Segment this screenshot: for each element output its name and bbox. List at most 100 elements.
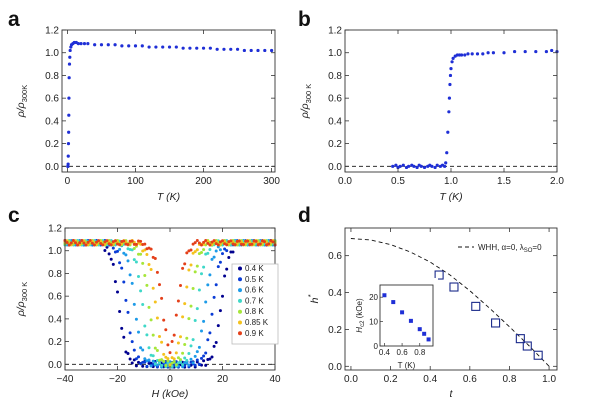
data-point	[147, 346, 151, 350]
data-point	[149, 247, 153, 251]
data-point	[181, 266, 185, 270]
data-point	[113, 239, 117, 243]
data-point	[218, 309, 222, 313]
data-point	[74, 241, 77, 245]
data-point	[120, 326, 124, 330]
data-point	[187, 363, 191, 367]
data-point	[204, 351, 208, 355]
data-point	[179, 283, 182, 287]
data-point	[256, 48, 260, 53]
y-tick-label: 0.2	[48, 337, 62, 348]
data-point	[67, 76, 71, 80]
data-point	[491, 51, 495, 55]
axes-frame	[344, 227, 558, 371]
data-point	[197, 345, 201, 349]
data-point	[197, 288, 201, 292]
data-point	[66, 154, 70, 158]
data-point	[208, 331, 212, 335]
data-point	[250, 242, 254, 246]
data-point	[106, 43, 110, 47]
data-point	[443, 164, 447, 168]
data-point	[202, 359, 206, 363]
data-point	[134, 242, 138, 246]
data-point	[208, 357, 212, 361]
data-point	[222, 47, 226, 51]
data-point	[221, 239, 224, 243]
data-point	[267, 242, 271, 246]
y-tick-label: 0.0	[328, 362, 342, 373]
data-point	[116, 249, 119, 253]
data-point	[166, 357, 170, 361]
x-tick-label: 1.5	[497, 176, 511, 187]
data-point	[466, 52, 470, 56]
data-point	[155, 316, 159, 320]
y-axis-label-sub: 300 K	[20, 282, 29, 302]
data-point	[158, 361, 161, 365]
inset-y-tick-label: 20	[369, 293, 378, 302]
y-axis-label: h*	[306, 294, 321, 304]
y-axis-label-sub: 300 K	[304, 84, 313, 104]
legend-marker	[238, 309, 242, 314]
data-point	[523, 49, 527, 54]
y-tick-label: 0.8	[48, 269, 62, 280]
data-point	[172, 357, 176, 361]
data-point	[176, 299, 180, 303]
data-point	[68, 55, 72, 59]
axes-frame	[61, 29, 276, 173]
data-point	[124, 253, 128, 257]
data-point	[246, 239, 250, 243]
data-point	[191, 361, 195, 365]
data-point	[486, 51, 490, 55]
y-tick-label: 0.6	[45, 94, 59, 105]
data-point	[103, 249, 107, 253]
data-point	[133, 44, 138, 48]
data-point	[124, 350, 128, 354]
data-point	[448, 82, 452, 87]
data-point	[105, 245, 109, 249]
data-point	[132, 302, 136, 306]
data-point	[242, 242, 245, 246]
data-point	[120, 266, 124, 270]
data-point	[197, 241, 201, 245]
data-point	[158, 334, 161, 338]
inset-y-label-sub: c2	[360, 320, 366, 327]
x-tick-label: 0.4	[423, 374, 437, 385]
data-point	[193, 354, 197, 358]
data-point	[183, 262, 187, 266]
x-tick-label: −20	[109, 374, 126, 385]
y-tick-label: 0.2	[45, 139, 59, 150]
data-point	[216, 324, 220, 328]
panel-b: 0.0 0.5 1.0 1.5 2.0 0.0 0.2 0.4 0.6 0.8 1.0 1.2 T (K…	[299, 26, 564, 204]
data-point	[160, 363, 164, 367]
data-point	[71, 238, 75, 242]
whh-curve	[350, 238, 550, 367]
data-point	[254, 239, 258, 243]
y-tick-label: 0.6	[328, 94, 342, 105]
x-axis-label: H (kOe)	[152, 388, 189, 400]
data-point	[189, 263, 193, 267]
data-point	[86, 42, 90, 46]
data-point	[141, 364, 145, 368]
data-point	[130, 361, 134, 365]
data-point	[93, 43, 97, 47]
data-point	[66, 164, 70, 168]
y-tick-label: 1.0	[48, 246, 62, 257]
data-point	[67, 96, 71, 100]
data-point	[168, 351, 172, 355]
data-point	[422, 165, 427, 170]
data-point	[212, 344, 216, 348]
data-point	[139, 239, 143, 243]
data-point	[126, 352, 130, 356]
legend-label: 0.9 K	[245, 329, 264, 338]
data-point	[449, 67, 453, 71]
data-point	[195, 248, 199, 252]
data-point	[143, 324, 147, 328]
data-point	[451, 56, 455, 61]
data-point	[407, 164, 411, 168]
y-tick-label: 0.0	[328, 162, 342, 173]
data-point	[208, 243, 212, 247]
data-point	[208, 46, 212, 50]
data-point	[515, 334, 525, 344]
legend-label: 0.8 K	[245, 307, 264, 316]
data-point	[179, 335, 182, 339]
